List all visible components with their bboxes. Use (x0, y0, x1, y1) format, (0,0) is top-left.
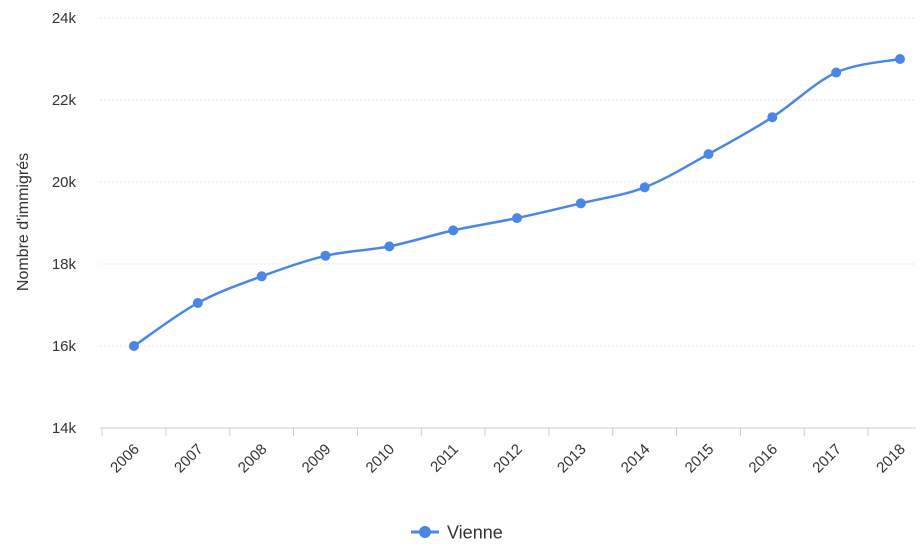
x-tick-label: 2007 (171, 441, 207, 477)
x-tick-label: 2006 (107, 441, 143, 477)
data-point (703, 149, 714, 160)
data-point (384, 241, 395, 252)
data-point (895, 54, 905, 64)
x-tick-label: 2014 (618, 441, 654, 477)
y-tick-label: 20k (52, 174, 77, 191)
legend-label-vienne: Vienne (447, 523, 503, 543)
x-tick-label: 2011 (427, 441, 462, 476)
series-line-vienne (133, 57, 901, 348)
y-tick-label: 14k (52, 420, 77, 437)
series-vienne (129, 54, 905, 351)
x-tick-label: 2015 (682, 441, 718, 477)
data-point (767, 112, 778, 123)
legend[interactable]: Vienne (411, 523, 503, 543)
legend-swatch-marker (419, 526, 431, 538)
data-point (256, 271, 267, 282)
data-point (192, 297, 203, 308)
y-tick-label: 22k (52, 92, 77, 109)
data-point (831, 67, 842, 78)
x-tick-label: 2013 (554, 441, 590, 477)
x-axis (100, 427, 916, 436)
y-axis-title: Nombre d'immigrés (15, 153, 32, 291)
x-tick-labels: 2006 2007 2008 2009 2010 2011 2012 2013 2014 2015… (107, 441, 909, 477)
x-tick-label: 2012 (490, 441, 526, 477)
data-point (448, 225, 459, 236)
y-axis: 14k 16k 18k 20k 22k 24k (52, 10, 77, 437)
x-tick-label: 2017 (809, 441, 845, 477)
y-tick-label: 16k (52, 338, 77, 355)
y-tick-label: 18k (52, 256, 77, 273)
x-tick-label: 2009 (299, 441, 335, 477)
x-tick-label: 2010 (363, 441, 399, 477)
y-tick-label: 24k (52, 10, 77, 27)
data-point (575, 198, 586, 209)
x-tick-label: 2018 (873, 441, 909, 477)
gridlines (100, 17, 916, 347)
data-point (512, 213, 522, 224)
data-point (129, 341, 139, 351)
data-point (639, 182, 650, 193)
data-point (320, 250, 331, 261)
x-tick-label: 2008 (235, 441, 271, 477)
x-tick-label: 2016 (746, 441, 782, 477)
